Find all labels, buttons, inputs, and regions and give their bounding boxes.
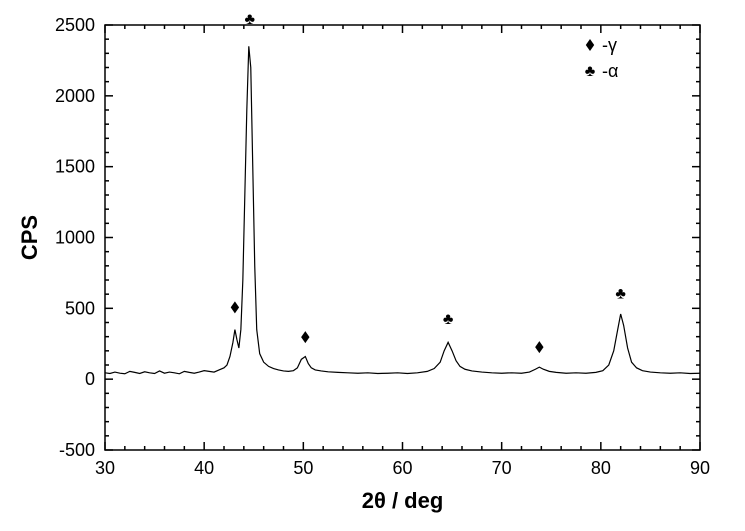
legend-item-label: -α (602, 61, 618, 81)
svg-text:♣: ♣ (615, 286, 626, 303)
svg-text:♣: ♣ (443, 311, 454, 328)
svg-text:2500: 2500 (55, 15, 95, 35)
svg-text:80: 80 (591, 458, 611, 478)
svg-text:90: 90 (690, 458, 710, 478)
svg-text:1500: 1500 (55, 157, 95, 177)
y-axis-label: CPS (17, 215, 42, 260)
svg-text:30: 30 (95, 458, 115, 478)
x-axis-label: 2θ / deg (362, 488, 444, 513)
svg-text:-500: -500 (59, 440, 95, 460)
svg-text:40: 40 (194, 458, 214, 478)
svg-text:500: 500 (65, 298, 95, 318)
svg-text:2000: 2000 (55, 86, 95, 106)
svg-text:70: 70 (492, 458, 512, 478)
chart-svg: 30 40 50 60 70 80 90 -500 0 500 1000 1500 2000 2500 2θ… (0, 0, 745, 531)
svg-text:50: 50 (293, 458, 313, 478)
svg-text:1000: 1000 (55, 228, 95, 248)
svg-text:0: 0 (85, 369, 95, 389)
svg-text:60: 60 (392, 458, 412, 478)
svg-text:♣: ♣ (245, 11, 256, 28)
legend-item-label: -γ (602, 35, 617, 55)
xrd-chart: 30 40 50 60 70 80 90 -500 0 500 1000 1500 2000 2500 2θ… (0, 0, 745, 531)
svg-text:♣: ♣ (585, 63, 596, 80)
xrd-pattern-line (105, 46, 700, 374)
